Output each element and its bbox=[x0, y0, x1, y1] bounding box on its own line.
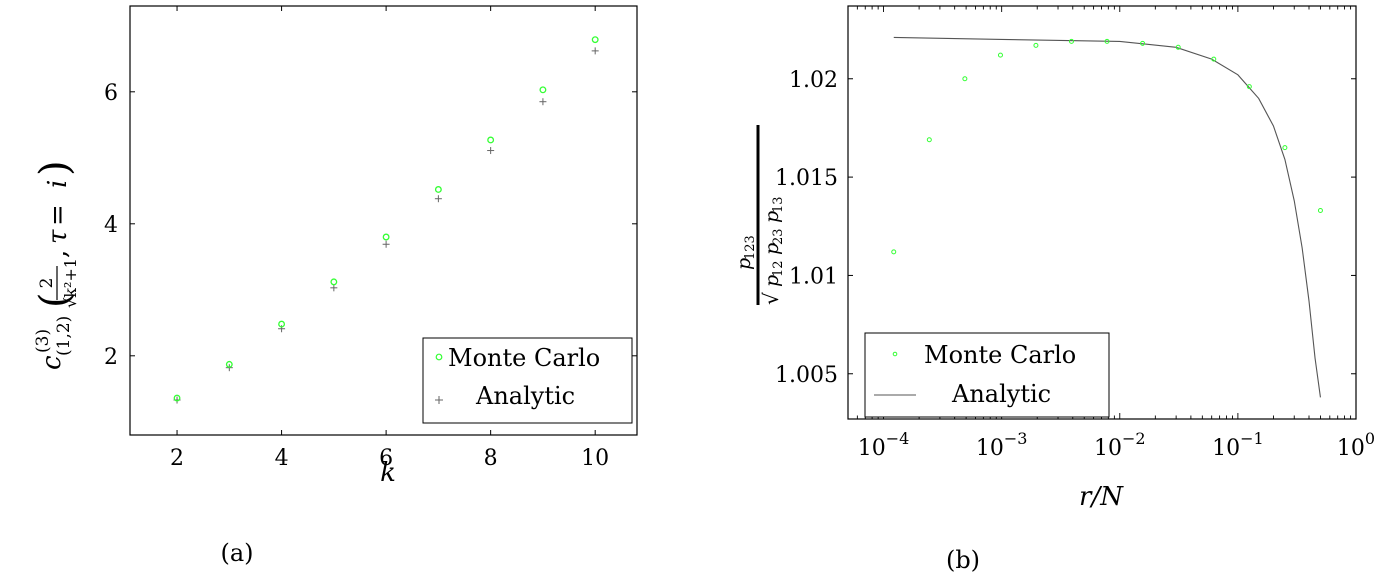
plot-a-points bbox=[173, 36, 599, 404]
analytic-point bbox=[434, 195, 442, 203]
plot-b-analytic-curve bbox=[893, 36, 1321, 398]
plot-b-ytick-label: 1.015 bbox=[775, 166, 838, 191]
plot-b-xtick-label: 10−4 bbox=[858, 429, 910, 461]
analytic-point bbox=[330, 284, 338, 292]
montecarlo-point bbox=[330, 278, 338, 286]
svg-text:c: c bbox=[37, 355, 67, 370]
montecarlo-point bbox=[1175, 44, 1181, 50]
svg-text:,: , bbox=[43, 250, 73, 258]
plot-b-xtick-label: 10−1 bbox=[1212, 429, 1264, 461]
svg-text:p: p bbox=[733, 258, 755, 270]
legend-a-analytic-marker bbox=[435, 396, 443, 404]
svg-text:23: 23 bbox=[771, 228, 786, 245]
legend-b-montecarlo-label: Monte Carlo bbox=[924, 341, 1076, 369]
plot-b-ytick-label: 1.005 bbox=[775, 363, 838, 388]
plot-b-points bbox=[891, 38, 1323, 255]
analytic-point bbox=[539, 98, 547, 106]
plot-b-xtick-label: 100 bbox=[1337, 429, 1375, 461]
legend-b-analytic-label: Analytic bbox=[951, 380, 1051, 408]
plot-b-tick-labels: 10−4 10−3 10−2 10−1 100 1.005 1.01 1.015 1.02 bbox=[775, 68, 1375, 461]
montecarlo-point bbox=[1068, 38, 1074, 44]
plot-a-ytick-label: 4 bbox=[104, 213, 118, 238]
montecarlo-point bbox=[1033, 42, 1039, 48]
svg-text:√k²+1: √k²+1 bbox=[61, 258, 80, 308]
plot-a-legend: Monte Carlo Analytic bbox=[422, 337, 633, 424]
svg-text:i: i bbox=[43, 180, 73, 188]
plot-b-legend: Monte Carlo Analytic bbox=[864, 332, 1110, 418]
svg-text:√: √ bbox=[759, 292, 783, 305]
montecarlo-point bbox=[173, 394, 181, 402]
montecarlo-point bbox=[891, 249, 897, 255]
montecarlo-point bbox=[1104, 38, 1110, 44]
montecarlo-point bbox=[539, 86, 547, 94]
plot-b-ylabel: p 123 √ p 12 p 23 p 13 bbox=[733, 125, 786, 305]
svg-text:): ) bbox=[32, 160, 78, 176]
analytic-point bbox=[382, 240, 390, 248]
plot-a-xtick-label: 4 bbox=[275, 446, 289, 471]
analytic-point bbox=[591, 47, 599, 55]
montecarlo-point bbox=[926, 137, 932, 143]
plot-b-xtick-label: 10−2 bbox=[1094, 429, 1146, 461]
plot-b-xlabel: r/N bbox=[1079, 482, 1124, 512]
plot-a-xtick-label: 8 bbox=[484, 446, 498, 471]
panel-b-caption: (b) bbox=[946, 546, 980, 574]
montecarlo-point bbox=[591, 36, 599, 44]
montecarlo-point bbox=[1246, 84, 1252, 90]
plot-a-frame bbox=[129, 5, 638, 436]
plot-a-ylabel: c (3) (1,2) ( 2 √k²+1 , τ = i ) bbox=[32, 160, 80, 370]
legend-a-analytic-label: Analytic bbox=[475, 382, 575, 410]
svg-text:2: 2 bbox=[37, 278, 57, 289]
svg-text:12: 12 bbox=[771, 260, 786, 277]
montecarlo-point bbox=[278, 320, 286, 328]
plot-a-ytick-label: 2 bbox=[104, 345, 118, 370]
svg-text:τ: τ bbox=[43, 229, 73, 244]
svg-text:p: p bbox=[761, 275, 783, 287]
montecarlo-point bbox=[997, 52, 1003, 58]
plot-a-xtick-label: 2 bbox=[170, 446, 184, 471]
montecarlo-point bbox=[1211, 56, 1217, 62]
svg-text:13: 13 bbox=[771, 196, 786, 213]
legend-a-montecarlo-marker bbox=[435, 353, 443, 361]
plot-b-ytick-label: 1.02 bbox=[789, 68, 838, 93]
plot-b-ytick-label: 1.01 bbox=[789, 264, 838, 289]
montecarlo-point bbox=[382, 233, 390, 241]
svg-text:(3): (3) bbox=[33, 329, 53, 353]
plot-a-xtick-label: 6 bbox=[379, 446, 393, 471]
plot-a-ticks bbox=[130, 6, 637, 435]
montecarlo-point bbox=[962, 76, 968, 82]
montecarlo-point bbox=[1140, 40, 1146, 46]
svg-text:p: p bbox=[761, 211, 783, 223]
montecarlo-point bbox=[225, 360, 233, 368]
analytic-point bbox=[487, 147, 495, 155]
montecarlo-point bbox=[487, 136, 495, 144]
svg-text:=: = bbox=[43, 204, 73, 226]
svg-text:(: ( bbox=[32, 292, 78, 308]
legend-b-montecarlo-marker bbox=[892, 351, 898, 357]
plot-a-xlabel: k bbox=[380, 458, 396, 488]
svg-text:p: p bbox=[761, 243, 783, 255]
plot-a-tick-labels: 2 4 6 8 10 2 4 6 bbox=[104, 81, 609, 471]
plot-b-ticks bbox=[847, 6, 1357, 419]
montecarlo-point bbox=[1317, 208, 1323, 214]
svg-text:(1,2): (1,2) bbox=[54, 316, 74, 356]
plot-b-frame bbox=[847, 5, 1357, 420]
montecarlo-point bbox=[1282, 145, 1288, 151]
montecarlo-point bbox=[434, 186, 442, 193]
svg-text:123: 123 bbox=[743, 235, 758, 260]
legend-a-montecarlo-label: Monte Carlo bbox=[448, 344, 600, 372]
panel-a-caption: (a) bbox=[220, 539, 253, 567]
plot-a-ytick-label: 6 bbox=[104, 81, 118, 106]
plot-a-xtick-label: 10 bbox=[581, 446, 609, 471]
plot-b-xtick-label: 10−3 bbox=[976, 429, 1028, 461]
